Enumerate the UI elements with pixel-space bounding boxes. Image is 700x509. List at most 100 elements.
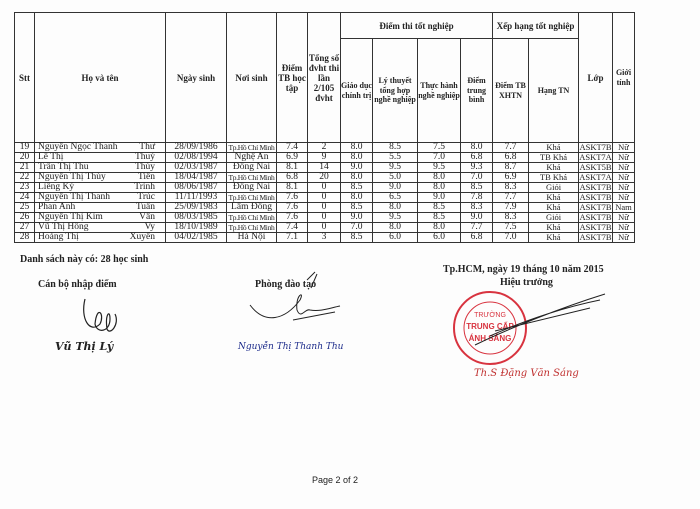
cell-dob: 18/10/1989	[165, 222, 227, 233]
given-name: Thư	[139, 142, 155, 152]
cell-place: Nghệ An	[226, 152, 277, 163]
stamp-line-1: TRƯỜNG	[474, 310, 506, 319]
cell-theory: 9.5	[372, 162, 418, 173]
cell-credits: 20	[307, 172, 341, 183]
given-name: Vy	[144, 222, 155, 232]
cell-politics: 8.5	[340, 202, 373, 213]
cell-theory: 9.0	[372, 182, 418, 193]
cell-xhtn: 8.3	[492, 212, 529, 223]
cell-xhtn: 7.5	[492, 222, 529, 233]
cell-theory: 9.5	[372, 212, 418, 223]
cell-class: ASKT7A	[578, 172, 614, 183]
cell-rank: Giỏi	[527, 212, 580, 223]
cell-politics: 8.0	[340, 142, 373, 153]
cell-place: Tp.Hồ Chí Minh	[226, 142, 277, 153]
principal-title: Hiệu trưởng	[500, 277, 553, 288]
page-number: Page 2 of 2	[312, 475, 359, 485]
cell-politics: 7.0	[340, 222, 373, 233]
cell-xhtn: 6.9	[492, 172, 529, 183]
table-row: 20 Lê Thị Thuý 02/08/1994 Nghệ An 6.9 9 8.0 5.5 7…	[14, 152, 636, 163]
cell-rank: Khá	[527, 142, 580, 153]
cell-theory: 8.0	[372, 202, 418, 213]
cell-credits: 0	[307, 182, 341, 193]
cell-place: Đồng Nai	[226, 182, 277, 193]
entry-clerk-signature-icon	[83, 298, 117, 332]
cell-name: Hoàng Thị Xuyến	[34, 232, 166, 243]
cell-theory: 5.0	[372, 172, 418, 183]
last-middle-name: Vũ Thị Hồng	[38, 222, 89, 232]
cell-stt: 20	[14, 152, 35, 163]
cell-name: Liềng Ký Trinh	[34, 182, 166, 193]
cell-dob: 02/03/1987	[165, 162, 227, 173]
given-name: Xuyến	[129, 232, 155, 242]
given-name: Thuý	[134, 152, 155, 162]
cell-stt: 27	[14, 222, 35, 233]
cell-gender: Nữ	[612, 212, 636, 223]
table-row: 27 Vũ Thị Hồng Vy 18/10/1989 Tp.Hồ Chí Minh 7…	[14, 222, 636, 233]
cell-credits: 2	[307, 142, 341, 153]
cell-gpa: 7.6	[276, 192, 308, 203]
last-middle-name: Lê Thị	[38, 152, 64, 162]
cell-avg: 9.3	[460, 162, 493, 173]
cell-theory: 6.5	[372, 192, 418, 203]
cell-dob: 04/02/1985	[165, 232, 227, 243]
last-middle-name: Nguyễn Ngọc Thanh	[38, 142, 118, 152]
cell-gpa: 7.4	[276, 142, 308, 153]
cell-credits: 3	[307, 232, 341, 243]
cell-xhtn: 8.7	[492, 162, 529, 173]
cell-practice: 7.5	[417, 142, 461, 153]
last-middle-name: Nguyễn Thị Thùy	[38, 172, 106, 182]
cell-rank: TB Khá	[527, 172, 580, 183]
cell-gender: Nam	[612, 202, 636, 213]
cell-credits: 0	[307, 212, 341, 223]
cell-stt: 28	[14, 232, 35, 243]
cell-xhtn: 6.8	[492, 152, 529, 163]
header-gender: Giới tính	[612, 12, 636, 143]
table-row: 26 Nguyễn Thị Kim Vân 08/03/1985 Tp.Hồ Chí M…	[14, 212, 636, 223]
stamp-line-2: TRUNG CẤP	[466, 321, 514, 331]
cell-credits: 9	[307, 152, 341, 163]
last-middle-name: Nguyễn Thị Thanh	[38, 192, 110, 202]
cell-credits: 0	[307, 222, 341, 233]
cell-gpa: 7.6	[276, 202, 308, 213]
cell-politics: 9.0	[340, 162, 373, 173]
cell-dob: 08/06/1987	[165, 182, 227, 193]
cell-practice: 7.0	[417, 152, 461, 163]
cell-class: ASKT7B	[578, 202, 614, 213]
cell-xhtn: 7.9	[492, 202, 529, 213]
cell-class: ASKT7B	[578, 212, 614, 223]
cell-gender: Nữ	[612, 192, 636, 203]
cell-place: Tp.Hồ Chí Minh	[226, 192, 277, 203]
cell-name: Phan Anh Tuấn	[34, 202, 166, 213]
header-class: Lớp	[578, 12, 614, 143]
cell-rank: TB Khá	[527, 152, 580, 163]
cell-gpa: 8.1	[276, 182, 308, 193]
cell-rank: Khá	[527, 162, 580, 173]
cell-stt: 26	[14, 212, 35, 223]
cell-credits: 0	[307, 202, 341, 213]
header-stt: Stt	[14, 12, 35, 143]
cell-avg: 7.0	[460, 172, 493, 183]
cell-avg: 6.8	[460, 152, 493, 163]
header-name: Họ và tên	[34, 12, 166, 143]
cell-stt: 25	[14, 202, 35, 213]
cell-gpa: 6.9	[276, 152, 308, 163]
training-dept-title: Phòng đào tạo	[255, 279, 317, 290]
training-dept-name: Nguyễn Thị Thanh Thu	[238, 342, 344, 352]
cell-class: ASKT5B	[578, 162, 614, 173]
header-politics: Giáo dục chính trị	[340, 38, 373, 143]
cell-theory: 6.0	[372, 232, 418, 243]
entry-clerk-name: Vũ Thị Lý	[55, 340, 114, 353]
table-row: 25 Phan Anh Tuấn 25/09/1983 Lâm Đồng 7.6 0 8.5 8…	[14, 202, 636, 213]
given-name: Tiên	[137, 172, 155, 182]
cell-gender: Nữ	[612, 152, 636, 163]
given-name: Vân	[139, 212, 155, 222]
cell-politics: 8.5	[340, 182, 373, 193]
cell-xhtn: 8.3	[492, 182, 529, 193]
header-theory: Lý thuyết tổng hợp nghề nghiệp	[372, 38, 418, 143]
cell-name: Lê Thị Thuý	[34, 152, 166, 163]
cell-name: Nguyễn Thị Thùy Tiên	[34, 172, 166, 183]
cell-gender: Nữ	[612, 222, 636, 233]
cell-practice: 6.0	[417, 232, 461, 243]
